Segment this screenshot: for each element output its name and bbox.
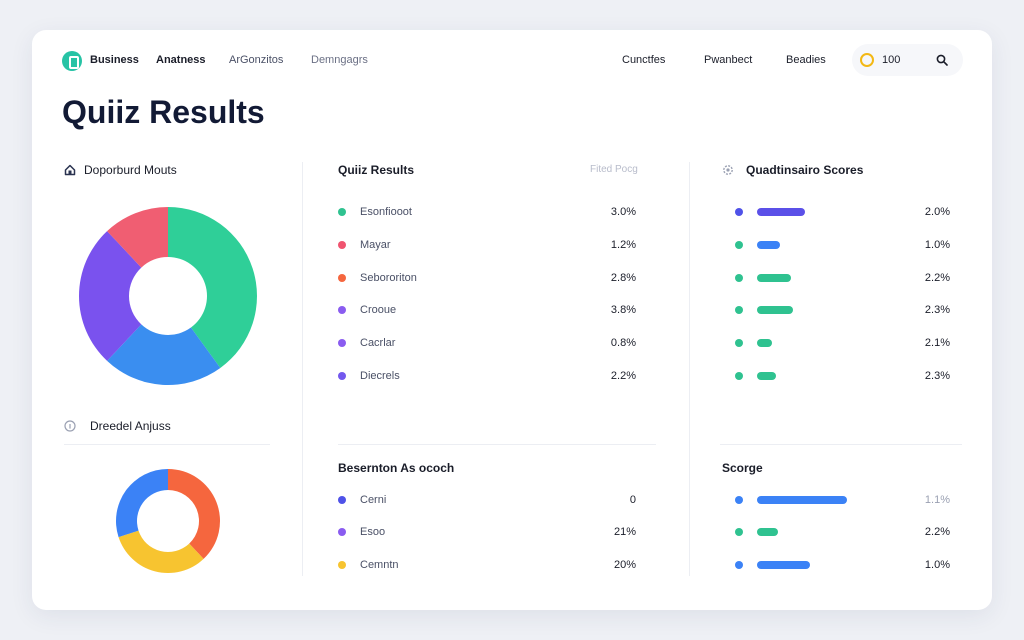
result-value: 0 [629, 494, 636, 506]
donut-segment[interactable] [116, 469, 168, 538]
score-value: 2.2% [924, 526, 950, 539]
donut-chart-bottom [116, 469, 221, 573]
result-value: 1.2% [610, 238, 636, 251]
nav-item-pwanbect[interactable]: Pwanbect [704, 54, 753, 66]
donut-segment[interactable] [107, 324, 221, 385]
legend-dot [735, 306, 743, 315]
page-title: Quiiz Results [62, 94, 265, 130]
donut-segment[interactable] [79, 231, 142, 361]
result-label: Cerni [360, 494, 387, 506]
divider [338, 444, 656, 445]
score-bar [757, 496, 848, 504]
score-bar [757, 372, 776, 380]
score-bar [757, 240, 780, 249]
legend-dot [735, 496, 743, 504]
donut-segment[interactable] [168, 469, 221, 559]
filter-hint[interactable]: Fited Pocg [590, 164, 638, 175]
legend-dot [338, 339, 346, 348]
nav-item-argonzitos[interactable]: ArGonzitos [229, 54, 284, 66]
nav-item-business[interactable]: Business [90, 54, 139, 66]
score-value: 2.1% [924, 337, 950, 350]
score-value: 2.3% [924, 370, 950, 382]
dashboard-card: Business Anatness ArGonzitos Demngagrs C… [32, 30, 992, 610]
coin-balance-value: 100 [882, 54, 901, 66]
result-value: 3.8% [610, 304, 636, 317]
score-value: 2.2% [924, 271, 950, 284]
legend-dot [338, 496, 346, 504]
nav-item-beadies[interactable]: Beadies [786, 54, 826, 66]
middle-section-title: Quiiz Results [338, 163, 415, 177]
top-navigation: Business Anatness ArGonzitos Demngagrs C… [32, 30, 992, 90]
left-bottom-section-title: Dreedel Anjuss [90, 419, 171, 433]
divider [302, 162, 303, 576]
score-value: 2.3% [924, 304, 950, 317]
coin-balance-pill[interactable]: 100 [852, 44, 963, 76]
donut-segment[interactable] [118, 530, 204, 573]
logo-icon[interactable] [62, 51, 82, 71]
score-value: 1.1% [924, 494, 950, 506]
left-top-section-title: Doporburd Mouts [84, 163, 177, 177]
donut-chart-top [79, 207, 257, 385]
nav-item-cunctfes[interactable]: Cunctfes [622, 54, 666, 66]
score-bar [757, 339, 772, 348]
legend-dot [338, 528, 346, 537]
score-bar [757, 273, 792, 282]
nav-item-demngagrs[interactable]: Demngagrs [311, 54, 368, 66]
result-label: Cemntn [360, 558, 399, 571]
divider [64, 444, 270, 445]
legend-dot [735, 208, 743, 216]
legend-dot [338, 560, 346, 569]
legend-dot [338, 306, 346, 315]
result-label: Esonfiooot [360, 206, 412, 218]
legend-dot [338, 372, 346, 380]
legend-dot [735, 273, 743, 282]
settings-icon[interactable] [722, 164, 734, 176]
legend-dot [338, 208, 346, 216]
middle-bottom-section-title: Besernton As ococh [338, 461, 455, 475]
score-value: 2.0% [924, 206, 950, 218]
result-label: Mayar [360, 238, 391, 251]
result-value: 0.8% [610, 337, 636, 350]
result-value: 21% [613, 526, 636, 539]
legend-dot [735, 560, 743, 569]
search-icon[interactable] [936, 54, 948, 66]
result-label: Cacrlar [360, 337, 396, 350]
legend-dot [338, 273, 346, 282]
legend-dot [735, 240, 743, 249]
result-value: 2.8% [610, 271, 636, 284]
result-label: Esoo [360, 526, 386, 539]
score-value: 1.0% [924, 238, 950, 251]
result-value: 20% [613, 558, 636, 571]
result-label: Crooue [360, 304, 397, 317]
info-icon[interactable] [64, 420, 76, 432]
home-icon [64, 164, 76, 176]
score-bar [757, 208, 806, 216]
donut-segment[interactable] [107, 207, 168, 268]
score-bar [757, 560, 810, 569]
right-bottom-section-title: Scorge [722, 461, 763, 475]
result-value: 3.0% [610, 206, 636, 218]
legend-dot [735, 528, 743, 537]
result-label: Diecrels [360, 370, 400, 382]
divider [689, 162, 690, 576]
legend-dot [735, 372, 743, 380]
nav-item-anatness[interactable]: Anatness [156, 54, 206, 66]
divider [720, 444, 962, 445]
result-value: 2.2% [610, 370, 636, 382]
right-section-title: Quadtinsairo Scores [746, 163, 864, 177]
legend-dot [338, 240, 346, 249]
score-bar [757, 528, 778, 537]
score-value: 1.0% [924, 558, 950, 571]
coin-icon [860, 53, 874, 67]
score-bar [757, 306, 794, 315]
result-label: Sebororiton [360, 271, 417, 284]
donut-segment[interactable] [168, 207, 257, 369]
legend-dot [735, 339, 743, 348]
